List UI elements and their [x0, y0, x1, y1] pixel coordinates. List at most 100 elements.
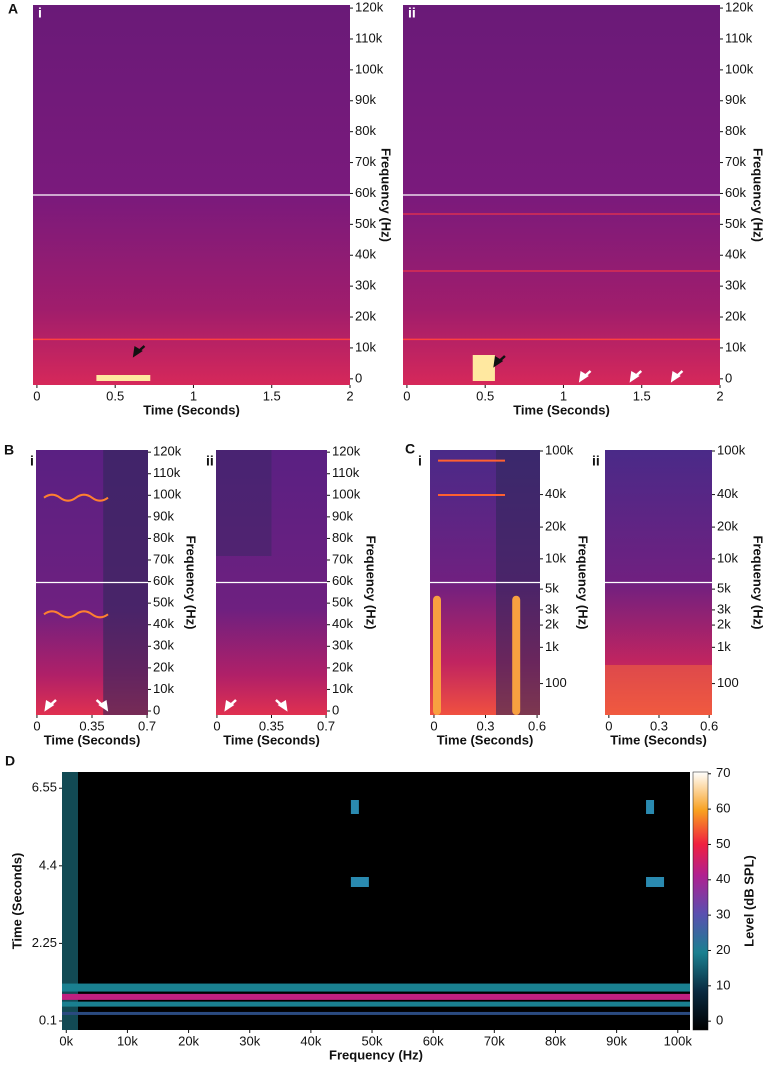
y-tick-label: 80k	[355, 123, 376, 138]
arrow	[44, 699, 57, 712]
y-tick-label: 110k	[332, 465, 360, 480]
y-tick-label: 100k	[725, 61, 754, 76]
panel-label: B	[4, 442, 14, 458]
pulse	[512, 595, 521, 715]
y-tick-label: 90k	[355, 92, 376, 107]
y-tick-label: 10k	[355, 339, 376, 354]
y-tick-label: 30k	[153, 638, 174, 653]
x-axis-label: Time (Seconds)	[513, 402, 610, 417]
y-tick-label: 20k	[355, 308, 376, 323]
y-tick-label: 100k	[153, 487, 182, 502]
response-band	[62, 1011, 690, 1015]
colorbar-tick-label: 40	[716, 871, 730, 886]
x-tick-label: 0.6	[700, 718, 718, 733]
y-tick-label: 6.55	[32, 780, 57, 795]
y-tick-label: 100k	[717, 442, 746, 457]
y-tick-label: 0	[725, 370, 732, 385]
x-tick-label: 90k	[606, 1033, 627, 1048]
y-tick-label: 3k	[545, 601, 559, 616]
x-tick-label: 0.3	[476, 718, 494, 733]
x-tick-label: 0.35	[79, 718, 104, 733]
y-tick-label: 110k	[725, 30, 753, 45]
y-tick-label: 70k	[355, 154, 376, 169]
y-tick-label: 60k	[725, 185, 746, 200]
y-tick-label: 120k	[725, 0, 754, 15]
y-tick-label: 120k	[332, 444, 361, 459]
x-axis-label: Frequency (Hz)	[329, 1047, 423, 1062]
x-tick-label: 30k	[239, 1033, 260, 1048]
y-tick-label: 20k	[717, 519, 738, 534]
arrow	[629, 370, 643, 383]
y-tick-label: 40k	[355, 247, 376, 262]
harmonic	[43, 493, 109, 502]
x-tick-label: 100k	[664, 1033, 693, 1048]
y-tick-label: 70k	[332, 551, 353, 566]
y-tick-label: 70k	[725, 154, 746, 169]
x-tick-label: 50k	[362, 1033, 383, 1048]
panel-label: C	[405, 441, 415, 457]
subpanel-label: i	[418, 453, 422, 469]
y-tick-label: 10k	[545, 550, 566, 565]
y-axis-label: Frequency (Hz)	[576, 536, 591, 630]
low-energy	[605, 665, 712, 715]
y-tick-label: 3k	[717, 601, 731, 616]
y-tick-label: 90k	[153, 508, 174, 523]
y-tick-label: 20k	[725, 308, 746, 323]
quiet-region	[216, 450, 272, 556]
arrow	[578, 370, 592, 383]
x-tick-label: 0.7	[138, 718, 156, 733]
y-tick-label: 0.1	[39, 1012, 57, 1027]
x-tick-label: 2	[716, 388, 723, 403]
x-tick-label: 70k	[484, 1033, 505, 1048]
y-tick-label: 80k	[153, 530, 174, 545]
y-tick-label: 100	[717, 675, 739, 690]
y-tick-label: 40k	[545, 486, 566, 501]
harmonic-block	[646, 800, 655, 814]
x-tick-label: 10k	[117, 1033, 138, 1048]
x-axis-label: Time (Seconds)	[437, 732, 534, 747]
colorbar-tick-label: 70	[716, 765, 730, 780]
y-tick-label: 80k	[332, 530, 353, 545]
arrow	[132, 345, 146, 358]
x-tick-label: 80k	[545, 1033, 566, 1048]
x-tick-label: 1.5	[263, 388, 281, 403]
y-tick-label: 50k	[355, 216, 376, 231]
y-tick-label: 60k	[332, 573, 353, 588]
y-tick-label: 110k	[355, 30, 383, 45]
colorbar-tick-label: 60	[716, 801, 730, 816]
x-axis-label: Time (Seconds)	[44, 732, 141, 747]
harmonic	[43, 610, 109, 619]
y-tick-label: 5k	[545, 581, 559, 596]
y-axis-label: Frequency (Hz)	[184, 536, 199, 630]
y-axis-label: Frequency (Hz)	[379, 148, 394, 242]
x-tick-label: 0	[33, 718, 40, 733]
y-axis-label: Time (Seconds)	[9, 853, 24, 950]
colorbar-tick-label: 20	[716, 942, 730, 957]
arrow	[275, 699, 288, 712]
y-axis-label: Frequency (Hz)	[364, 536, 379, 630]
x-tick-label: 0	[403, 388, 410, 403]
y-tick-label: 10k	[332, 681, 353, 696]
response-band	[62, 983, 690, 992]
y-tick-label: 20k	[153, 659, 174, 674]
call	[472, 355, 495, 381]
y-tick-label: 100k	[355, 61, 384, 76]
x-tick-label: 0.35	[259, 718, 284, 733]
subpanel-label: ii	[408, 5, 416, 21]
y-tick-label: 50k	[725, 216, 746, 231]
y-tick-label: 30k	[725, 278, 746, 293]
x-tick-label: 1	[190, 388, 197, 403]
arrow	[493, 355, 506, 368]
y-tick-label: 2k	[545, 617, 559, 632]
x-tick-label: 2	[346, 388, 353, 403]
colorbar-tick-label: 50	[716, 836, 730, 851]
x-tick-label: 0	[213, 718, 220, 733]
harmonic-block	[646, 877, 665, 887]
y-tick-label: 60k	[355, 185, 376, 200]
y-tick-label: 10k	[153, 681, 174, 696]
call	[96, 375, 151, 381]
y-tick-label: 40k	[717, 486, 738, 501]
x-tick-label: 40k	[300, 1033, 321, 1048]
harmonic-block	[350, 800, 359, 814]
response-band	[62, 1001, 690, 1007]
